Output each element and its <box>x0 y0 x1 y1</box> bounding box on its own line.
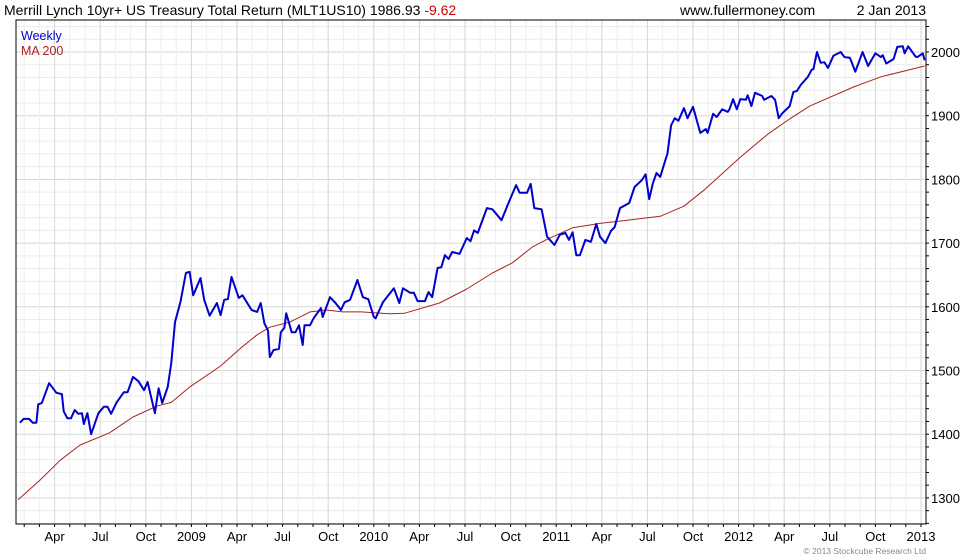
legend-ma200: MA 200 <box>21 44 63 58</box>
y-tick-label: 1300 <box>931 491 960 506</box>
x-tick-label: Apr <box>44 529 65 544</box>
y-tick-label: 1700 <box>931 236 960 251</box>
last-value: 1986.93 <box>370 2 421 18</box>
x-tick-label: 2010 <box>359 529 388 544</box>
plot-frame <box>15 19 927 525</box>
ma200-series-line <box>17 65 925 501</box>
x-tick-label: Oct <box>500 529 521 544</box>
y-tick-label: 1400 <box>931 427 960 442</box>
y-tick-label: 1600 <box>931 300 960 315</box>
site-link[interactable]: www.fullermoney.com <box>679 2 815 18</box>
change-value: -9.62 <box>424 2 456 18</box>
x-tick-label: Apr <box>592 529 613 544</box>
x-tick-label: Apr <box>227 529 248 544</box>
weekly-series-line <box>19 45 926 436</box>
x-tick-label: Apr <box>774 529 795 544</box>
x-tick-label: Jul <box>92 529 109 544</box>
x-tick-label: 2011 <box>542 529 570 544</box>
svg-text:Merrill Lynch 10yr+ US Treasur: Merrill Lynch 10yr+ US Treasury Total Re… <box>4 2 456 18</box>
y-tick-label: 2000 <box>931 45 960 60</box>
series-layer <box>17 45 926 501</box>
chart-date: 2 Jan 2013 <box>857 2 926 18</box>
y-tick-label: 1900 <box>931 109 960 124</box>
x-tick-label: Jul <box>639 529 656 544</box>
x-tick-label: Oct <box>865 529 886 544</box>
x-tick-label: 2012 <box>724 529 753 544</box>
legend-weekly: Weekly <box>21 29 63 43</box>
chart-title: Merrill Lynch 10yr+ US Treasury Total Re… <box>4 2 366 18</box>
x-tick-label: Oct <box>136 529 157 544</box>
y-tick-label: 1800 <box>931 172 960 187</box>
x-tick-label: Jul <box>821 529 838 544</box>
copyright: © 2013 Stockcube Research Ltd <box>803 546 926 556</box>
x-tick-label: 2013 <box>907 529 936 544</box>
axes: 1300 1400 1500 1600 1700 1800 1900 2000 Apr Jul Oc… <box>23 26 960 544</box>
x-tick-label: Jul <box>274 529 291 544</box>
x-tick-label: 2009 <box>177 529 206 544</box>
y-tick-label: 1500 <box>931 364 960 379</box>
x-tick-label: Oct <box>683 529 704 544</box>
x-tick-label: Apr <box>409 529 430 544</box>
grid <box>16 20 926 524</box>
x-tick-label: Jul <box>457 529 474 544</box>
x-tick-label: Oct <box>318 529 339 544</box>
